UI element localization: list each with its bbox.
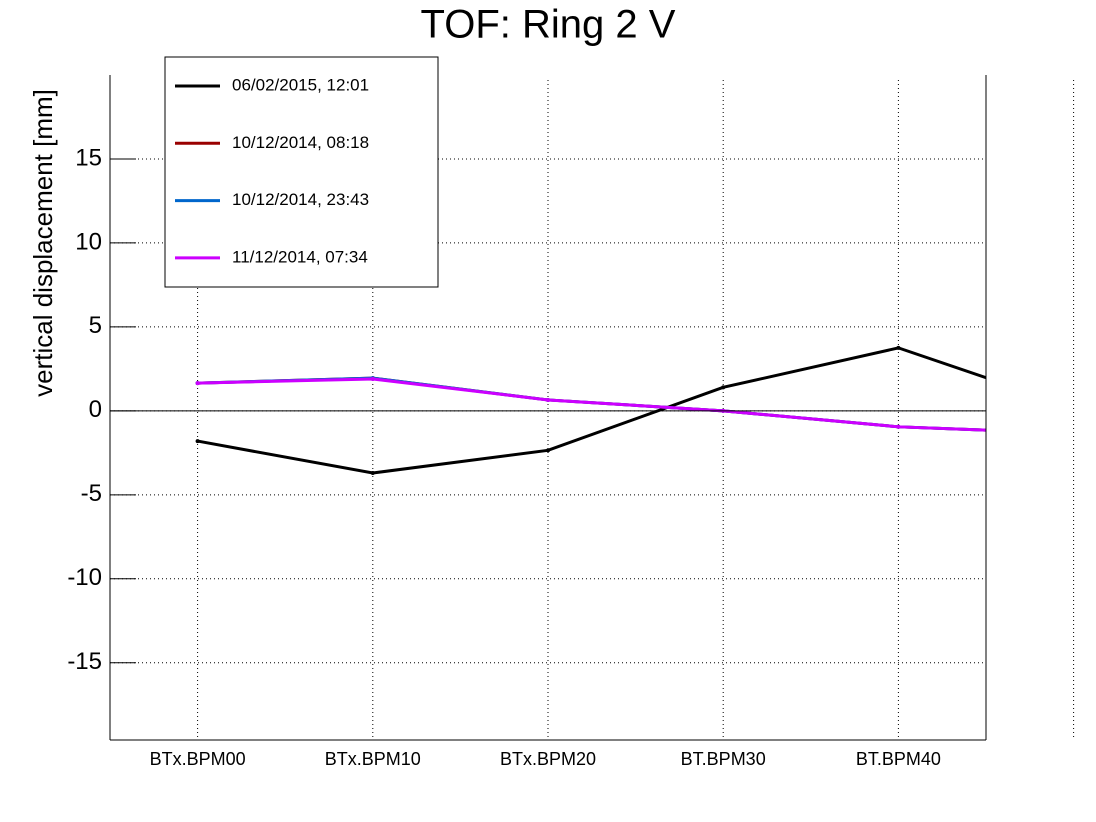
y-tick-label: 10 (75, 228, 102, 255)
legend-label: 10/12/2014, 23:43 (232, 190, 369, 209)
point (546, 448, 550, 453)
point (546, 397, 550, 402)
y-tick-label: 15 (75, 144, 102, 171)
plot-area (195, 345, 986, 475)
legend-label: 10/12/2014, 08:18 (232, 133, 369, 152)
point (896, 345, 901, 350)
y-tick-label: -5 (81, 480, 102, 507)
y-tick-label: 0 (89, 396, 102, 423)
legend-label: 11/12/2014, 07:34 (232, 247, 368, 266)
x-tick-label: BT.BPM30 (681, 749, 766, 769)
y-axis-label: vertical displacement [mm] (28, 89, 58, 397)
x-tick-label: BTx.BPM00 (150, 749, 246, 769)
axes: -15 -10 -5 0 5 10 15 BTx.BPM00 BTx.BPM10 BTx.BPM2… (67, 75, 987, 769)
y-tick-label: 5 (89, 312, 102, 339)
x-tick-label: BTx.BPM10 (325, 749, 421, 769)
y-tick-label: -10 (67, 564, 102, 591)
series-line (197, 346, 986, 475)
chart-title: TOF: Ring 2 V (421, 3, 676, 47)
legend-label: 06/02/2015, 12:01 (232, 75, 369, 94)
point (195, 381, 200, 386)
point (195, 439, 200, 444)
x-tick-label: BT.BPM40 (856, 749, 941, 769)
y-tick-label: -15 (67, 648, 102, 675)
point (896, 424, 901, 429)
series-line (197, 377, 986, 432)
point (721, 385, 726, 390)
x-tick-label: BTx.BPM20 (500, 749, 596, 769)
legend-box (164, 56, 439, 288)
point (370, 376, 375, 381)
point (370, 470, 375, 475)
legend: 06/02/2015, 12:01 10/12/2014, 08:18 10/12/… (164, 56, 439, 288)
